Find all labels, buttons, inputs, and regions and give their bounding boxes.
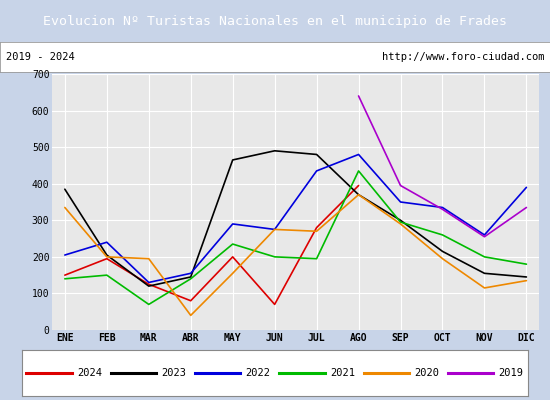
Text: 2023: 2023 [161,368,186,378]
Text: 2022: 2022 [245,368,271,378]
Text: 2021: 2021 [330,368,355,378]
Text: Evolucion Nº Turistas Nacionales en el municipio de Frades: Evolucion Nº Turistas Nacionales en el m… [43,14,507,28]
Text: 2019: 2019 [498,368,524,378]
Text: 2024: 2024 [77,368,102,378]
Text: 2019 - 2024: 2019 - 2024 [6,52,74,62]
Text: 2020: 2020 [414,368,439,378]
Text: http://www.foro-ciudad.com: http://www.foro-ciudad.com [382,52,544,62]
